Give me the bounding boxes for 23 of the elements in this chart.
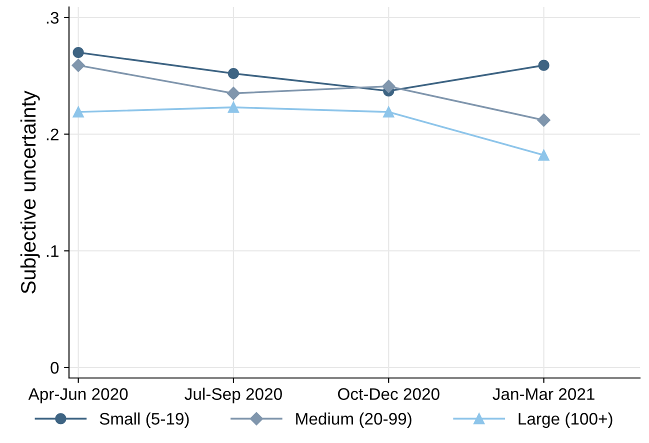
y-tick-label: 0: [50, 362, 59, 374]
point: [72, 58, 85, 72]
x-tick-label: Jul-Sep 2020: [184, 388, 282, 404]
x-tick-label: Jan-Mar 2021: [492, 388, 594, 400]
point: [72, 46, 84, 58]
point: [226, 86, 240, 100]
point: [228, 102, 240, 113]
legend-label: Small (5-19): [100, 412, 189, 428]
point: [382, 80, 396, 93]
point: [538, 150, 550, 161]
point: [383, 106, 394, 118]
y-axis-title: Subjective uncertainty: [20, 90, 40, 294]
point: [538, 60, 550, 71]
y-tick-label: .1: [46, 245, 58, 257]
y-tick-label: .3: [46, 12, 59, 24]
point: [72, 106, 84, 118]
y-tick-label: .2: [46, 128, 58, 140]
point: [537, 114, 550, 127]
point: [228, 68, 240, 80]
x-tick-label: Oct-Dec 2020: [338, 388, 440, 400]
legend-label: Large (100+): [518, 412, 612, 428]
legend-label: Medium (20-99): [296, 412, 412, 428]
x-tick-label: Apr-Jun 2020: [28, 388, 128, 404]
